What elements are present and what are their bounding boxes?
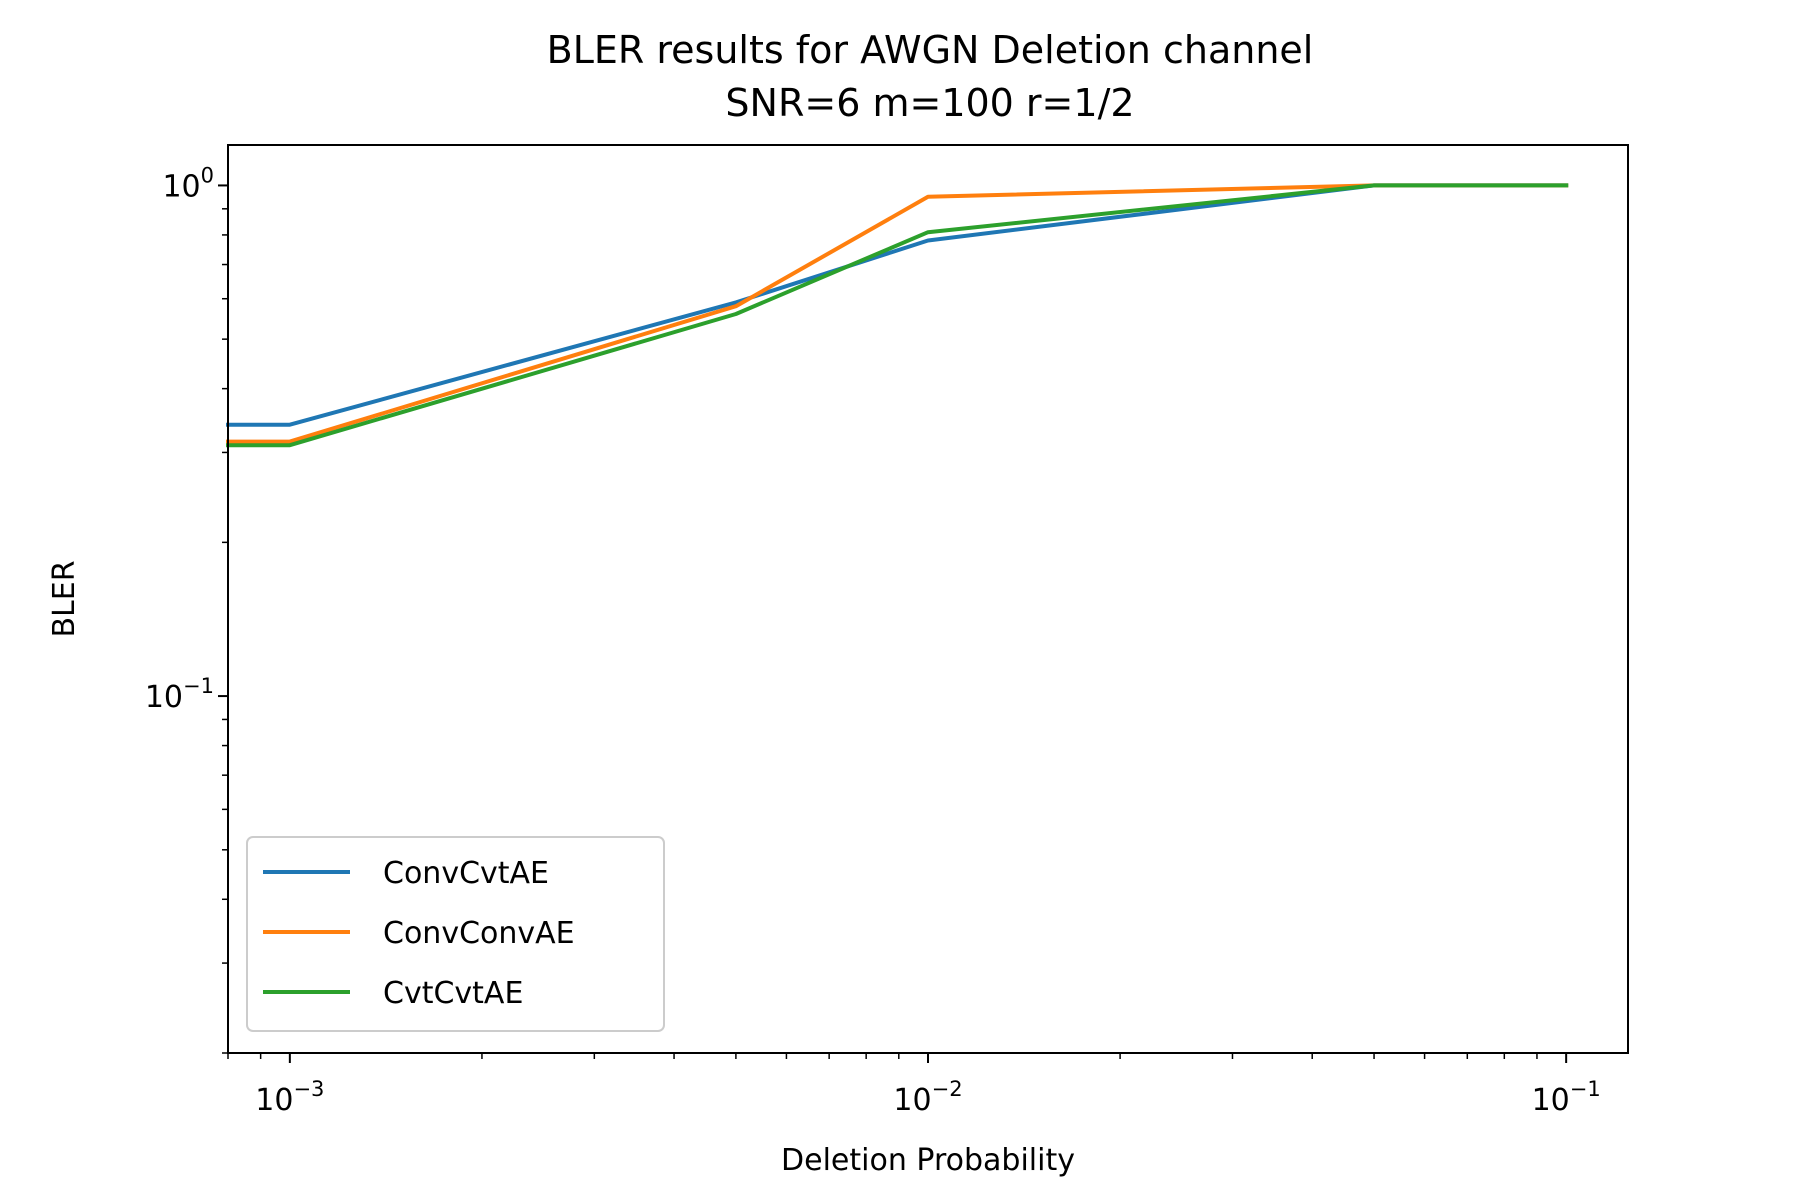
y-tick-label-0: 100	[162, 163, 214, 204]
legend-label-0: ConvCvtAE	[383, 856, 549, 891]
legend-label-1: ConvConvAE	[383, 916, 575, 951]
x-ticks: 10−3 10−2 10−1	[227, 1053, 1601, 1118]
x-tick-label-1: 10−2	[893, 1077, 962, 1118]
chart-subtitle: SNR=6 m=100 r=1/2	[725, 81, 1134, 125]
plot-area	[226, 183, 1569, 448]
series-line-2	[226, 183, 1569, 448]
legend: ConvCvtAE ConvConvAE CvtCvtAE	[246, 836, 665, 1032]
y-axis-label: BLER	[47, 560, 82, 637]
x-axis-label: Deletion Probability	[781, 1143, 1075, 1178]
x-tick-label-2: 10−1	[1532, 1077, 1601, 1118]
series-line-0	[226, 183, 1569, 427]
x-tick-label-0: 10−3	[255, 1077, 324, 1118]
legend-label-2: CvtCvtAE	[383, 976, 523, 1011]
legend-box	[246, 836, 665, 1032]
y-tick-label-1: 10−1	[145, 674, 214, 715]
y-ticks: 100 10−1	[145, 163, 228, 1054]
chart-title: BLER results for AWGN Deletion channel	[547, 28, 1314, 72]
